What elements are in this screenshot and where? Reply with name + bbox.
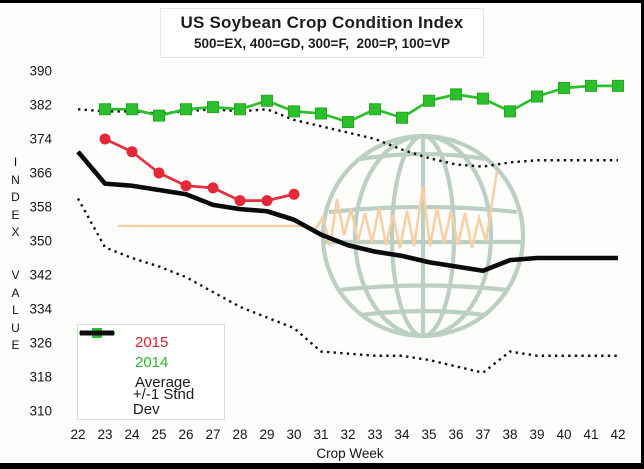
series-2015 [99, 133, 300, 207]
x-tick-label-40: 40 [556, 427, 571, 442]
y-tick-label-326: 326 [29, 336, 52, 351]
y-axis-letter: X [11, 225, 20, 239]
data-point-square [396, 111, 408, 124]
y-tick-label-310: 310 [29, 404, 52, 419]
y-tick-label-358: 358 [29, 200, 52, 215]
x-tick-label-30: 30 [286, 427, 301, 442]
legend-label: 2014 [135, 353, 169, 371]
y-tick-label-390: 390 [29, 64, 52, 79]
x-tick-label-37: 37 [475, 427, 490, 442]
chart-subtitle: 500=EX, 400=GD, 300=F, 200=P, 100=VP [193, 36, 451, 51]
y-tick-label-366: 366 [29, 166, 52, 181]
y-axis-letter: V [11, 268, 20, 282]
x-tick-label-28: 28 [232, 427, 247, 442]
x-tick-label-41: 41 [583, 427, 598, 442]
data-point-square [450, 88, 462, 101]
x-tick-label-32: 32 [340, 427, 355, 442]
legend-label: +/-1 Stnd Dev [132, 386, 195, 418]
x-tick-label-22: 22 [70, 427, 85, 442]
data-point-square [153, 109, 165, 122]
y-axis-letter: D [11, 190, 20, 204]
series-2014 [99, 79, 624, 128]
data-point-circle [288, 188, 300, 200]
plot-area: 390 382 374 366 358 350 342 334 326 318 310 22 23 24 2… [29, 64, 625, 443]
data-point-circle [99, 133, 111, 145]
data-point-circle [234, 195, 246, 207]
data-point-square [369, 103, 381, 116]
watermark-zigzag-icon [118, 170, 499, 249]
y-axis-letter: E [11, 207, 20, 222]
x-axis-label: Crop Week [316, 446, 384, 461]
y-axis-letter: L [12, 303, 19, 317]
data-point-square [342, 116, 354, 128]
x-tick-label-38: 38 [502, 427, 517, 442]
data-point-square [585, 79, 597, 92]
data-point-square [180, 103, 192, 116]
y-tick-label-374: 374 [29, 132, 52, 147]
data-point-square [261, 94, 273, 107]
y-axis-letter: A [11, 285, 20, 300]
y-tick-label-334: 334 [29, 302, 52, 317]
legend-swatch-square-icon [79, 328, 126, 370]
data-point-square [477, 92, 489, 105]
x-tick-label-35: 35 [421, 427, 436, 442]
data-point-square [99, 103, 111, 116]
x-tick-label-31: 31 [313, 427, 328, 442]
data-point-circle [261, 195, 273, 207]
x-tick-label-24: 24 [124, 427, 140, 442]
y-tick-label-350: 350 [29, 234, 52, 249]
data-point-square [207, 101, 219, 114]
y-tick-label-318: 318 [29, 370, 52, 385]
x-tick-label-36: 36 [448, 427, 463, 442]
data-point-square [558, 82, 570, 94]
legend-swatch-thick-line-icon [80, 330, 126, 390]
y-tick-label-382: 382 [29, 98, 52, 113]
legend-item-1-stnd-dev: +/-1 Stnd Dev [83, 331, 220, 417]
data-point-square [612, 79, 624, 92]
data-point-square [126, 103, 138, 116]
legend: 2015 2014 Average +/-1 Stnd Dev [77, 324, 225, 420]
data-point-square [315, 107, 327, 120]
y-axis-letter: U [11, 320, 20, 335]
y-axis-letter: E [11, 338, 20, 352]
legend-label: 2015 [135, 333, 169, 351]
data-point-square [423, 94, 435, 107]
data-point-square [504, 105, 516, 118]
x-tick-label-25: 25 [151, 427, 166, 442]
x-tick-label-34: 34 [394, 427, 410, 442]
series-average [76, 150, 618, 274]
data-point-circle [180, 180, 192, 192]
title-block: US Soybean Crop Condition Index 500=EX, … [160, 8, 484, 58]
data-point-square [288, 105, 300, 118]
x-tick-label-42: 42 [610, 427, 625, 442]
watermark-globe-icon [320, 133, 526, 339]
x-tick-label-26: 26 [178, 427, 193, 442]
x-tick-label-23: 23 [97, 427, 112, 442]
x-tick-label-29: 29 [259, 427, 274, 442]
series-1-stnd-dev [76, 197, 618, 374]
data-point-circle [153, 167, 165, 179]
y-tick-label-342: 342 [29, 268, 52, 283]
legend-label: Average [135, 373, 191, 391]
data-point-square [531, 90, 543, 103]
x-tick-label-39: 39 [529, 427, 544, 442]
legend-item-2014: 2014 [79, 328, 220, 372]
legend-swatch-dotted-icon [83, 331, 124, 410]
y-axis-letter: I [13, 155, 18, 169]
data-point-square [234, 103, 246, 116]
x-tick-label-27: 27 [205, 427, 220, 442]
x-tick-label-33: 33 [367, 427, 382, 442]
data-point-circle [126, 146, 138, 158]
chart-title: US Soybean Crop Condition Index [180, 13, 464, 32]
y-axis-letter: N [11, 172, 20, 187]
data-point-circle [207, 182, 219, 194]
